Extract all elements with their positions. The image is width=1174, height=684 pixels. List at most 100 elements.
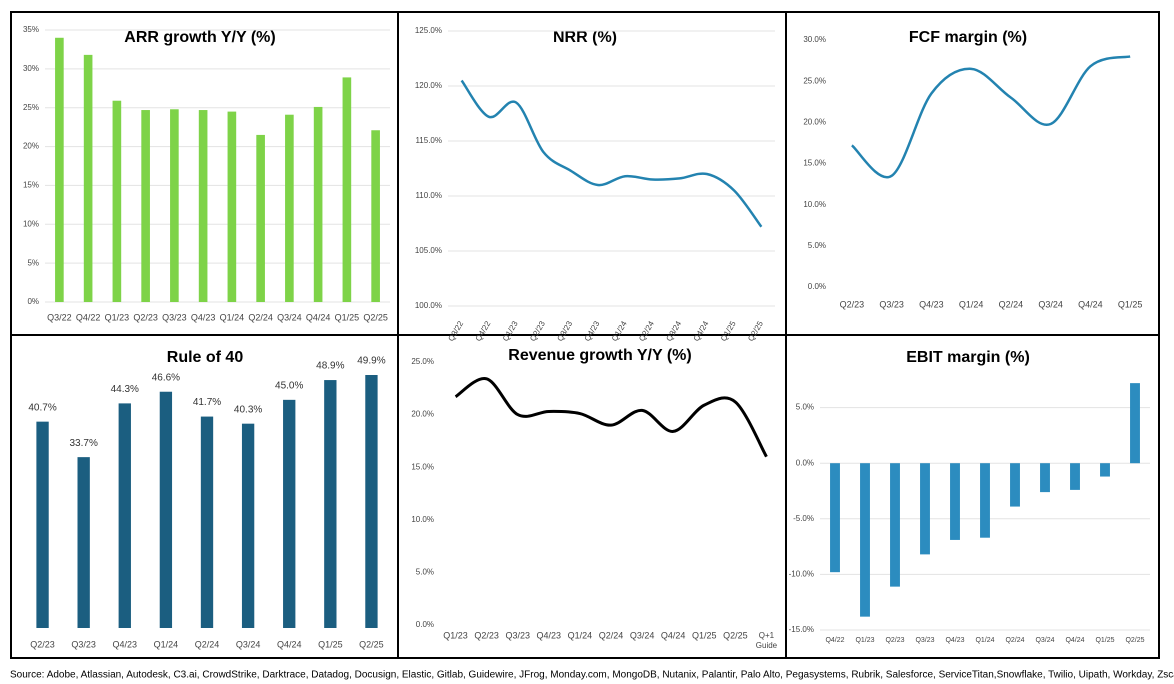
x-tick-label: Q+1 Guide: [756, 631, 778, 650]
y-tick-label: 10.0%: [803, 200, 826, 209]
x-tick-label: Q3/22: [446, 319, 465, 343]
x-tick-label: Q4/22: [474, 319, 493, 343]
line: [454, 377, 768, 458]
x-tick-label: Q2/24: [999, 299, 1024, 309]
bar: [241, 423, 255, 628]
bar: [83, 54, 93, 302]
bar: [227, 111, 237, 302]
x-tick-label: Q3/23: [555, 319, 574, 343]
y-tick-label: 105.0%: [415, 246, 442, 255]
x-tick-label: Q4/23: [113, 639, 138, 649]
y-tick-label: 5.0%: [796, 403, 814, 412]
bar: [980, 463, 990, 538]
bar: [920, 463, 930, 555]
data-label: 40.7%: [28, 402, 56, 413]
y-tick-label: 25%: [23, 103, 39, 112]
y-tick-label: -5.0%: [793, 514, 814, 523]
x-tick-label: Q2/25: [746, 319, 765, 343]
x-tick-label: Q1/25: [719, 319, 738, 343]
x-tick-label: Q4/23: [945, 637, 964, 644]
bar: [283, 399, 296, 628]
x-tick-label: Q2/24: [248, 312, 273, 322]
bar: [342, 77, 352, 302]
x-tick-label: Q2/25: [359, 639, 384, 649]
x-tick-label: Q3/24: [1038, 299, 1063, 309]
x-tick-label: Q3/22: [47, 312, 72, 322]
bar: [285, 114, 294, 302]
bar: [141, 110, 150, 302]
y-tick-label: 15.0%: [803, 159, 826, 168]
y-tick-label: 0.0%: [796, 458, 814, 467]
bar: [159, 391, 173, 628]
x-tick-label: Q1/23: [443, 630, 468, 640]
bar: [200, 416, 214, 628]
x-tick-label: Q4/24: [692, 319, 711, 343]
x-tick-label: Q4/23: [583, 319, 602, 343]
bar: [365, 375, 378, 628]
data-label: 33.7%: [69, 438, 97, 449]
bar: [55, 37, 64, 303]
bar: [371, 130, 380, 302]
bar: [890, 463, 900, 587]
x-tick-label: Q4/24: [661, 630, 686, 640]
bar: [860, 463, 870, 617]
y-tick-label: -10.0%: [789, 570, 814, 579]
y-tick-label: 35%: [23, 25, 39, 34]
y-tick-label: 0.0%: [808, 282, 826, 291]
y-tick-label: 20%: [23, 142, 39, 151]
data-label: 45.0%: [275, 380, 303, 391]
x-tick-label: Q3/24: [630, 630, 655, 640]
chart-title: Rule of 40: [167, 349, 244, 366]
y-tick-label: 5%: [27, 258, 39, 267]
x-tick-label: Q1/24: [610, 319, 629, 343]
data-label: 44.3%: [111, 384, 139, 395]
bar: [77, 457, 90, 628]
x-tick-label: Q4/22: [76, 312, 101, 322]
x-tick-label: Q4/24: [306, 312, 331, 322]
x-tick-label: Q1/24: [568, 630, 593, 640]
x-tick-label: Q1/24: [975, 637, 994, 644]
chart-title: FCF margin (%): [909, 29, 1027, 46]
x-tick-label: Q1/23: [501, 319, 520, 343]
bar: [1130, 383, 1140, 464]
x-tick-label: Q2/23: [30, 639, 55, 649]
line: [851, 55, 1131, 179]
y-tick-label: -15.0%: [789, 625, 814, 634]
bar: [112, 100, 122, 302]
x-tick-label: Q2/23: [885, 637, 904, 644]
y-tick-label: 20.0%: [803, 117, 826, 126]
x-tick-label: Q2/23: [840, 299, 865, 309]
x-tick-label: Q2/24: [1005, 637, 1024, 644]
x-tick-label: Q4/23: [537, 630, 562, 640]
x-tick-label: Q3/24: [277, 312, 302, 322]
x-tick-label: Q1/25: [318, 639, 343, 649]
x-tick-label: Q1/23: [105, 312, 130, 322]
y-tick-label: 10%: [23, 219, 39, 228]
chart-title: NRR (%): [553, 29, 617, 46]
bar: [118, 403, 131, 628]
x-tick-label: Q2/24: [637, 319, 656, 343]
bar: [1010, 463, 1020, 507]
x-tick-label: Q2/23: [474, 630, 499, 640]
x-tick-label: Q4/23: [191, 312, 216, 322]
chart-title: Revenue growth Y/Y (%): [508, 347, 691, 364]
data-label: 46.6%: [152, 372, 180, 383]
x-tick-label: Q2/23: [133, 312, 158, 322]
x-tick-label: Q2/23: [528, 319, 547, 343]
bar: [256, 134, 265, 302]
bar: [198, 110, 208, 302]
bar: [324, 380, 337, 628]
x-tick-label: Q3/24: [1035, 637, 1054, 644]
x-tick-label: Q1/25: [1095, 637, 1114, 644]
y-tick-label: 30.0%: [803, 35, 826, 44]
line: [460, 79, 763, 228]
y-tick-label: 5.0%: [416, 568, 434, 577]
x-tick-label: Q3/23: [162, 312, 187, 322]
bar: [1070, 463, 1080, 490]
y-tick-label: 120.0%: [415, 81, 442, 90]
bar: [830, 463, 840, 573]
x-tick-label: Q1/25: [1118, 299, 1143, 309]
y-tick-label: 25.0%: [411, 357, 434, 366]
x-tick-label: Q3/24: [664, 319, 683, 343]
x-tick-label: Q1/24: [959, 299, 984, 309]
